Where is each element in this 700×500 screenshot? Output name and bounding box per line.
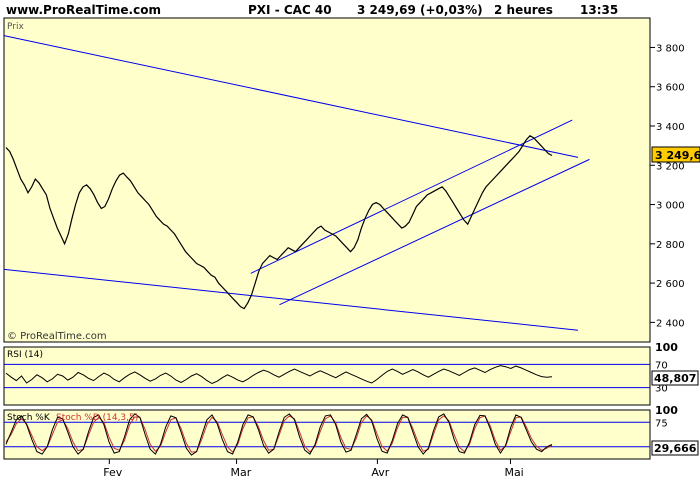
site-name: www.ProRealTime.com: [6, 3, 161, 17]
interval-label: 2 heures: [494, 3, 553, 17]
x-axis-label: Fev: [103, 466, 122, 479]
price-y-tick-label: 3 200: [656, 161, 685, 172]
rsi-last-tag-bg: [651, 370, 699, 386]
rsi-y-tick-label: 30: [655, 384, 668, 395]
price-y-tick-label: 2 400: [656, 318, 685, 329]
price-last-tag: 3 249,69: [655, 149, 700, 162]
price-y-tick-label: 3 000: [656, 201, 685, 212]
stoch-d-series-line: [5, 415, 553, 453]
chart-header: www.ProRealTime.com PXI - CAC 40 3 249,6…: [0, 0, 700, 20]
price-y-tick-label: 3 400: [656, 122, 685, 133]
stoch-y-tick-label: 100: [655, 404, 678, 417]
price-panel-title: Prix: [7, 22, 24, 32]
rsi-panel: [3, 346, 651, 406]
trend-line-0: [3, 35, 579, 158]
time-label: 13:35: [580, 3, 619, 17]
stoch-d-title: Stoch %D (14,3,5): [56, 413, 138, 423]
x-axis-label: Mai: [504, 466, 523, 479]
last-quote: 3 249,69 (+0,03%): [357, 3, 483, 17]
instrument-name: PXI - CAC 40: [248, 3, 332, 17]
stoch-y-tick-label: 75: [655, 418, 668, 429]
rsi-y-tick-label: 70: [655, 360, 668, 371]
trend-line-2: [250, 119, 573, 274]
stoch-k-title: Stoch %K: [7, 413, 51, 423]
stoch-last-tag-bg: [651, 440, 699, 456]
trend-line-3: [279, 158, 590, 306]
price-y-tick-label: 2 800: [656, 240, 685, 251]
watermark: © ProRealTime.com: [7, 331, 107, 342]
price-y-tick-label: 3 600: [656, 83, 685, 94]
price-y-tick-label: 2 600: [656, 279, 685, 290]
rsi-panel-title: RSI (14): [7, 350, 43, 360]
rsi-series-line: [5, 365, 553, 385]
x-axis-label: Avr: [371, 466, 389, 479]
stoch-last-tag: 29,666: [654, 442, 697, 455]
price-y-tick-label: 3 800: [656, 43, 685, 54]
price-last-tag-bg: [651, 146, 700, 163]
rsi-y-tick-label: 100: [655, 341, 678, 354]
rsi-last-tag: 48,807: [654, 372, 696, 385]
price-panel: [3, 17, 651, 343]
price-series-line: [5, 135, 553, 310]
x-axis-label: Mar: [231, 466, 252, 479]
stoch-k-series-line: [5, 413, 553, 456]
